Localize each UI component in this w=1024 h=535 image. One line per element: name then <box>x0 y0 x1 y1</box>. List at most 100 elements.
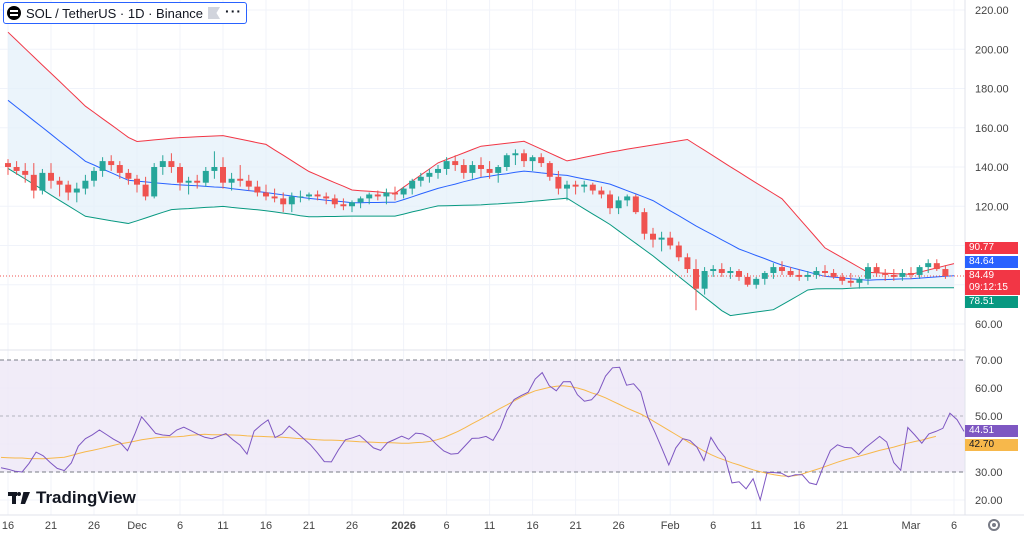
time-tick-label: 2026 <box>391 520 415 532</box>
candle <box>753 276 760 289</box>
candle-body <box>151 167 158 197</box>
bb-lower-badge: 78.51 <box>965 296 1018 308</box>
candle-body <box>125 172 132 179</box>
candle <box>469 161 476 179</box>
candle <box>383 188 390 205</box>
candle-body <box>159 161 166 167</box>
candle-body <box>873 267 880 273</box>
last-price-badge: 84.49 09:12:15 <box>965 270 1020 295</box>
candle-body <box>486 168 493 173</box>
time-tick-label: 6 <box>444 520 450 532</box>
candle-body <box>245 180 252 187</box>
candle-body <box>314 194 321 197</box>
bar-countdown: 09:12:15 <box>969 282 1008 293</box>
candle <box>521 149 527 167</box>
candle-body <box>899 272 906 277</box>
candle-body <box>822 271 828 273</box>
time-tick-label: 16 <box>526 520 538 532</box>
rsi-tick-label: 50.00 <box>975 411 1003 423</box>
candle-body <box>469 165 476 173</box>
candle-body <box>650 233 656 240</box>
candle <box>770 263 777 279</box>
candle <box>796 269 803 281</box>
candle <box>237 165 244 187</box>
candle-body <box>443 161 450 169</box>
rsi-tick-label: 30.00 <box>975 467 1003 479</box>
flag-icon[interactable] <box>208 7 221 19</box>
tradingview-brand[interactable]: TradingView <box>8 488 136 508</box>
candle-body <box>392 192 398 195</box>
time-tick-label: 16 <box>2 520 14 532</box>
candle <box>271 188 278 203</box>
price-tick-label: 200.00 <box>975 44 1009 56</box>
candle-body <box>856 278 863 283</box>
tradingview-logo-icon <box>8 492 30 504</box>
candle-body <box>710 269 717 272</box>
time-axis[interactable]: 16 21 26 Dec 6 11 16 21 26 2026 6 11 16 21 26 Feb 6 11 16 2… <box>2 520 957 532</box>
candle <box>512 149 519 166</box>
candle-body <box>555 176 562 189</box>
candle <box>779 261 785 275</box>
candle-body <box>942 269 949 276</box>
candle <box>908 267 914 279</box>
candle <box>263 184 269 201</box>
time-tick-label: 26 <box>88 520 100 532</box>
time-tick-label: 21 <box>303 520 315 532</box>
candle-body <box>908 272 914 275</box>
candle <box>48 163 54 189</box>
candle-body <box>624 196 631 201</box>
candle-body <box>581 184 588 187</box>
candle-body <box>890 274 897 277</box>
time-tick-label: 21 <box>45 520 57 532</box>
settings-gear-icon[interactable] <box>988 519 1000 531</box>
candle <box>555 170 562 195</box>
candle-body <box>933 263 940 270</box>
candle <box>701 267 708 295</box>
candle-body <box>168 161 175 167</box>
candle <box>331 194 338 209</box>
candle-body <box>13 167 20 171</box>
time-tick-label: 6 <box>710 520 716 532</box>
rsi-ma-line <box>0 385 937 477</box>
candle <box>624 194 631 207</box>
candle-body <box>263 192 269 197</box>
candle <box>822 265 828 277</box>
time-tick-label: 11 <box>484 520 495 532</box>
candle-body <box>538 157 545 164</box>
candle-body <box>658 237 665 240</box>
candle-body <box>374 194 381 197</box>
candle-body <box>22 170 29 175</box>
candle-body <box>882 272 889 275</box>
candle <box>684 253 691 273</box>
candle <box>116 161 123 179</box>
candle-body <box>30 174 37 191</box>
candle <box>865 263 871 285</box>
candle-body <box>237 178 244 181</box>
candle <box>142 176 149 201</box>
candle <box>856 276 863 289</box>
candle <box>357 196 364 209</box>
candle <box>323 192 330 205</box>
candle <box>159 155 166 175</box>
candle <box>736 269 742 281</box>
candle-body <box>280 198 287 205</box>
symbol-info[interactable]: SOL / TetherUS · 1D · Binance ··· <box>3 2 248 24</box>
more-dots-icon[interactable]: ··· <box>225 3 243 19</box>
candle <box>349 200 355 213</box>
candle-body <box>727 271 734 273</box>
candle-body <box>306 194 312 197</box>
rsi-ma-badge: 42.70 <box>965 439 1018 451</box>
candle-body <box>366 194 373 199</box>
candle <box>675 241 682 262</box>
rsi-pane <box>0 359 965 502</box>
candle <box>314 190 321 201</box>
candle-body <box>383 192 390 197</box>
candle <box>933 259 940 272</box>
time-tick-label: 16 <box>260 520 272 532</box>
solana-logo-icon <box>7 6 21 20</box>
candle <box>503 153 510 171</box>
candle-body <box>529 157 536 162</box>
candle-body <box>323 196 330 199</box>
candle <box>366 192 373 205</box>
